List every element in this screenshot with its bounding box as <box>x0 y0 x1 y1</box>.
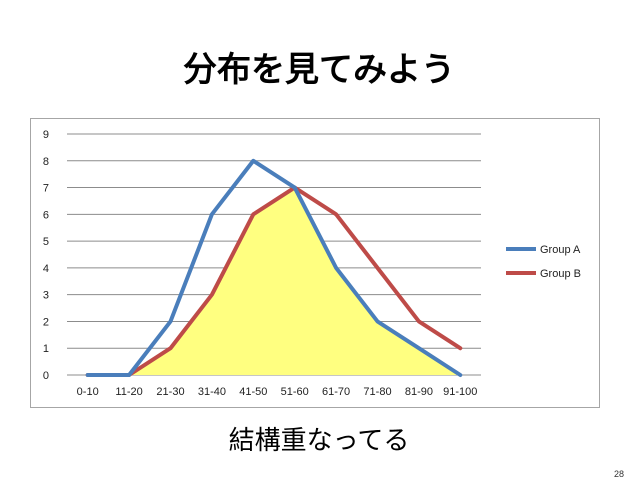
y-tick-label: 7 <box>43 183 49 195</box>
x-tick-label: 81-90 <box>405 386 433 398</box>
x-tick-label: 71-80 <box>363 386 391 398</box>
y-tick-label: 0 <box>43 370 49 382</box>
x-tick-label: 0-10 <box>77 386 99 398</box>
slide-title: 分布を見てみよう <box>183 50 455 90</box>
x-tick-label: 41-50 <box>239 386 267 398</box>
y-tick-label: 1 <box>43 343 49 355</box>
slide-subtitle: 結構重なってる <box>228 426 410 456</box>
x-tick-label: 21-30 <box>156 386 184 398</box>
page-number: 28 <box>613 469 624 479</box>
y-tick-label: 3 <box>43 290 49 302</box>
x-tick-label: 61-70 <box>322 386 350 398</box>
x-tick-label: 91-100 <box>443 386 477 398</box>
y-tick-label: 6 <box>43 209 49 221</box>
x-tick-label: 31-40 <box>198 386 226 398</box>
series-line <box>85 158 463 377</box>
series-line <box>85 185 463 377</box>
legend-label: Group A <box>540 244 581 256</box>
legend-label: Group B <box>540 268 581 280</box>
y-tick-label: 8 <box>43 156 49 168</box>
chart-area: 0 1 2 3 4 5 6 7 8 9 0-10 11-20 21-30 31-40 41-50 51-60 6… <box>30 118 600 408</box>
overlap-area <box>87 187 461 375</box>
x-tick-label: 51-60 <box>281 386 309 398</box>
y-tick-label: 9 <box>43 129 49 141</box>
y-tick-label: 2 <box>43 316 49 328</box>
x-tick-label: 11-20 <box>115 386 142 398</box>
line-chart: 0 1 2 3 4 5 6 7 8 9 0-10 11-20 21-30 31-40 41-50 51-60 6… <box>43 129 581 398</box>
y-tick-label: 4 <box>43 263 49 275</box>
y-tick-label: 5 <box>43 236 49 248</box>
